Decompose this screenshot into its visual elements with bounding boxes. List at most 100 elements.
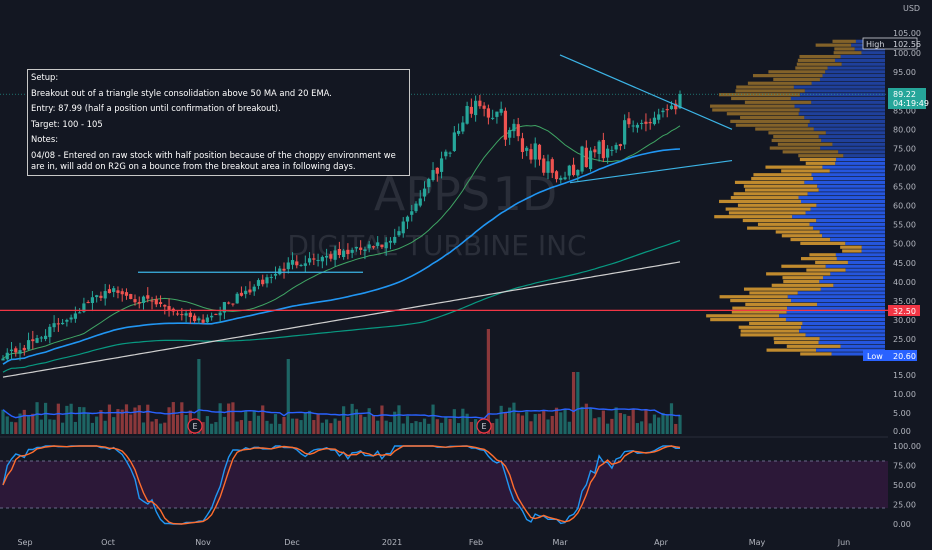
earnings-marker[interactable]: E <box>476 418 492 434</box>
profile-down-row <box>832 39 856 43</box>
trade-setup-note[interactable]: Setup: Breakout out of a triangle style … <box>27 69 410 176</box>
volume-bar <box>371 415 376 434</box>
candle-body <box>18 350 22 354</box>
volume-bar <box>435 419 439 434</box>
note-notes-body: 04/08 - Entered on raw stock with half p… <box>31 149 399 171</box>
volume-bar <box>363 416 367 434</box>
profile-up-row <box>791 298 885 303</box>
volume-bar <box>525 411 529 434</box>
volume-bar <box>35 402 39 434</box>
volume-bar <box>657 417 661 434</box>
profile-up-row <box>845 268 885 272</box>
candle-body <box>342 250 346 258</box>
last-price-countdown: 04:19:49 <box>893 99 929 108</box>
profile-up-row <box>816 203 885 207</box>
ma50-line <box>2 148 681 365</box>
profile-down-row <box>815 43 852 47</box>
volume-bar <box>112 417 116 434</box>
candle-body <box>452 132 456 151</box>
price-axis[interactable]: USD 105.00 100.0095.0090.0085.0080.0075.… <box>893 4 921 344</box>
candle-body <box>218 312 222 316</box>
profile-up-row <box>813 226 885 230</box>
candle-body <box>312 258 316 260</box>
high-label: High 102.56 <box>862 37 921 50</box>
volume-bar <box>261 405 265 434</box>
candle-body <box>197 318 201 321</box>
volume-bar <box>282 416 286 434</box>
candle-body <box>469 106 473 114</box>
profile-down-row <box>797 58 835 62</box>
price-axis-label: 95.00 <box>893 68 916 77</box>
profile-up-row <box>818 340 885 345</box>
profile-up-row <box>818 135 885 139</box>
profile-up-row <box>838 150 885 154</box>
profile-down-row <box>809 253 836 257</box>
earnings-marker[interactable]: E <box>187 418 203 434</box>
candle-body <box>601 139 605 159</box>
candle-body <box>618 144 622 147</box>
volume-axis-label: 5.00 <box>893 409 911 418</box>
time-axis-label: Jun <box>837 538 851 547</box>
candle-body <box>418 198 422 206</box>
candle-body <box>265 277 269 284</box>
volume-bar <box>559 412 563 434</box>
volume-bar <box>26 416 31 434</box>
candle-body <box>397 231 401 236</box>
profile-down-row <box>714 215 793 219</box>
candle-body <box>542 158 546 173</box>
volume-bar <box>588 407 593 434</box>
profile-up-row <box>798 112 885 116</box>
volume-bar <box>550 415 554 434</box>
profile-up-row <box>861 249 885 253</box>
volume-bar <box>491 423 495 434</box>
volume-bar <box>354 409 359 434</box>
profile-down-row <box>771 283 834 287</box>
profile-up-row <box>841 62 885 66</box>
volume-bar <box>90 422 95 434</box>
volume-bar <box>367 408 371 434</box>
profile-up-row <box>805 333 885 337</box>
candle-body <box>393 236 397 243</box>
time-axis[interactable]: Sep Oct Nov Dec 2021 Feb Mar Apr May Jun <box>17 538 850 547</box>
profile-down-row <box>796 62 842 66</box>
candle-body <box>14 348 18 353</box>
volume-bar <box>86 412 90 434</box>
candle-body <box>635 124 640 128</box>
stoch-d-line <box>2 445 681 525</box>
volume-bar <box>359 414 363 434</box>
profile-down-row <box>712 108 800 112</box>
profile-down-row <box>747 81 812 85</box>
volume-bar <box>214 422 218 434</box>
candle-body <box>269 276 273 278</box>
price-axis-label: 55.00 <box>893 221 916 230</box>
profile-down-row <box>740 329 800 333</box>
ma20-line <box>2 124 681 359</box>
profile-down-row <box>719 199 802 204</box>
volume-bar <box>244 410 248 434</box>
profile-up-row <box>827 66 885 70</box>
profile-up-row <box>786 310 885 314</box>
oscillator-axis-label: 100.00 <box>893 442 921 451</box>
candle-body <box>593 149 597 153</box>
profile-up-row <box>785 318 885 322</box>
candle-body <box>82 303 86 312</box>
volume-bar <box>393 411 397 434</box>
volume-bar <box>235 421 239 434</box>
candle-body <box>227 302 231 304</box>
candle-body <box>248 289 252 293</box>
volume-bar <box>537 413 542 434</box>
volume-bar <box>107 404 112 434</box>
profile-up-row <box>861 51 885 55</box>
volume-bar <box>316 413 320 434</box>
profile-up-row <box>820 146 885 150</box>
candle-body <box>329 254 333 259</box>
candle-body <box>299 265 303 267</box>
volume-bar <box>278 423 282 434</box>
volume-bar <box>303 413 307 434</box>
profile-up-row <box>843 154 885 158</box>
profile-down-row <box>731 96 791 101</box>
candle-body <box>648 122 652 124</box>
volume-bar <box>576 372 580 434</box>
profile-up-row <box>819 77 885 82</box>
